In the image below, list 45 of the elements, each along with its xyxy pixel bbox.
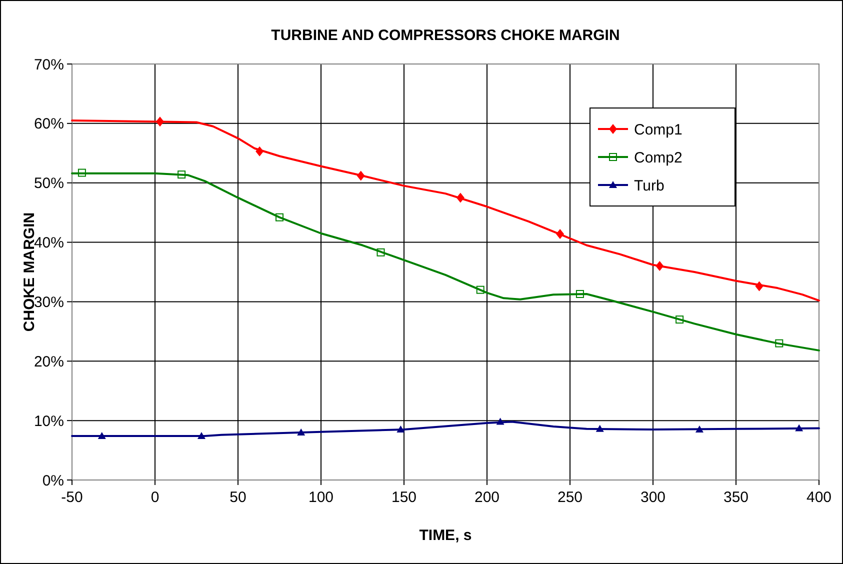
point [755, 281, 764, 292]
point [656, 261, 664, 272]
y-tick-label: 40% [34, 234, 64, 252]
x-tick-label: -50 [61, 489, 83, 506]
point [297, 428, 306, 436]
point [775, 339, 784, 348]
x-tick-label: 50 [230, 489, 246, 506]
x-axis-title: TIME, s [419, 527, 472, 544]
point [376, 248, 385, 256]
point [156, 116, 164, 127]
y-tick-label: 0% [42, 472, 64, 490]
point [396, 425, 405, 432]
x-tick-label: 200 [474, 489, 500, 506]
y-tick-label: 70% [34, 56, 64, 74]
x-tick-label: 0 [150, 489, 160, 506]
point [256, 146, 264, 156]
x-tick-label: 250 [557, 489, 583, 506]
y-tick-label: 20% [34, 353, 64, 370]
point [676, 316, 684, 324]
point [178, 170, 186, 179]
point [596, 424, 604, 432]
point [78, 168, 86, 177]
point [356, 170, 365, 181]
y-tick-label: 60% [34, 116, 64, 133]
x-tick-label: 100 [308, 489, 334, 506]
legend-label: Comp1 [634, 121, 682, 138]
y-tick-label: 10% [34, 412, 64, 430]
legend-label: Comp2 [634, 149, 682, 166]
x-tick-label: 300 [640, 489, 666, 506]
x-tick-label: 400 [806, 489, 832, 506]
point [795, 424, 804, 432]
point [197, 432, 206, 440]
point [456, 192, 464, 203]
y-tick-label: 50% [34, 175, 64, 192]
x-tick-label: 150 [391, 489, 417, 506]
point [98, 432, 106, 440]
legend-label: Turb [634, 177, 664, 194]
point [695, 425, 704, 432]
point [276, 213, 284, 222]
chart-title: TURBINE AND COMPRESSORS CHOKE MARGIN [271, 27, 620, 44]
point [576, 290, 584, 298]
point [556, 228, 564, 239]
point [476, 286, 484, 294]
x-tick-label: 350 [723, 489, 749, 506]
point [496, 418, 504, 425]
